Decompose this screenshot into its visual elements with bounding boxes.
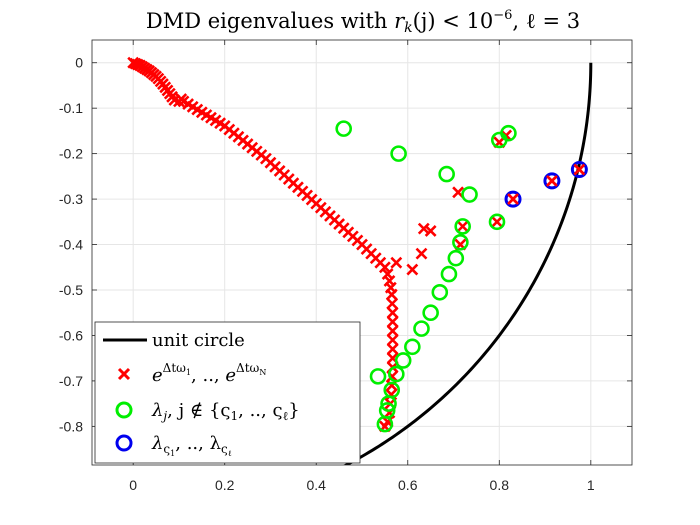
legend-blue-circle-swatch <box>115 434 133 452</box>
legend-box <box>94 321 361 464</box>
eigenvalue-cross-marker <box>385 288 398 301</box>
title-exp: −6 <box>493 8 512 23</box>
unit-circle-line <box>342 62 593 465</box>
eigenvalue-cross-marker <box>424 224 437 237</box>
lambda-j-circle-marker <box>335 120 352 137</box>
lambda-j-circle-marker <box>404 338 421 356</box>
lambda-j-circle-marker <box>440 265 458 283</box>
lambda-j-circle-marker <box>380 395 397 412</box>
lambda-j-circle-marker <box>461 186 478 203</box>
legend-label-exponentials: eΔtω1, .., eΔtωN <box>152 361 266 386</box>
x-tick-label: 0.4 <box>307 477 327 493</box>
y-tick-label: -0.8 <box>59 418 83 434</box>
eigenvalue-cross-marker <box>378 261 391 274</box>
eigenvalue-cross-marker <box>386 297 399 310</box>
x-tick-label: 0.8 <box>490 477 510 493</box>
eigenvalue-cross-marker <box>573 163 586 176</box>
eigenvalue-cross-marker <box>386 306 399 319</box>
y-tick-label: -0.6 <box>59 327 83 343</box>
data-layer <box>127 56 593 465</box>
legend: unit circle eΔtω1, .., eΔtωN λj, j ∉ {ς1… <box>94 321 361 464</box>
axes-box <box>91 39 633 466</box>
lambda-j-circle-marker <box>388 365 405 383</box>
lambda-varsigma-circle-marker <box>570 161 588 179</box>
title-prefix: DMD eigenvalues with <box>146 9 394 33</box>
x-tick-label: 0.2 <box>215 477 235 493</box>
eigenvalue-cross-marker <box>390 256 403 269</box>
legend-label-lambda-j: λj, j ∉ {ς1, .., ςℓ} <box>151 400 300 423</box>
lambda-j-circle-marker <box>369 368 387 385</box>
title-j-paren: (j) < 10 <box>413 9 494 33</box>
y-tick-label: -0.2 <box>59 146 83 162</box>
chart-title: DMD eigenvalues with rk(j) < 10−6, ℓ = 3 <box>146 8 580 36</box>
lambda-j-circle-marker <box>413 320 430 337</box>
y-tick-label: 0 <box>75 55 83 71</box>
legend-label-lambda-varsigma: λς1, .., λςℓ <box>151 433 232 458</box>
lambda-j-circle-marker <box>394 352 412 369</box>
lambda-varsigma-circle-marker <box>543 172 561 190</box>
lambda-j-circle-marker <box>431 283 449 301</box>
legend-cross-swatch <box>117 367 131 381</box>
y-tick-label: -0.3 <box>59 191 83 207</box>
lambda-j-circle-marker <box>422 304 439 322</box>
eigenvalue-cross-marker <box>386 315 399 328</box>
lambda-j-circle-marker <box>447 249 465 267</box>
y-tick-label: -0.7 <box>59 373 83 389</box>
legend-green-circle-swatch <box>115 401 133 419</box>
lambda-j-circle-marker <box>376 415 394 433</box>
eigenvalue-cross-marker <box>406 263 419 276</box>
title-r: r <box>394 9 406 33</box>
eigenvalue-cross-marker <box>456 220 469 233</box>
x-tick-label: 1 <box>587 477 595 493</box>
eigenvalue-cross-marker <box>417 222 430 235</box>
lambda-j-circle-marker <box>390 145 407 162</box>
eigenvalue-cross-marker <box>507 193 519 206</box>
y-tick-label: -0.4 <box>59 237 83 253</box>
y-tick-label: -0.5 <box>59 282 83 298</box>
tick-labels: 0 0.2 0.4 0.6 0.8 1 0 -0.1 -0.2 -0.3 -0.4 -0.5 -0.6 -… <box>59 55 595 493</box>
eigenvalue-cross-marker <box>415 247 428 260</box>
lambda-j-circle-marker <box>438 165 455 183</box>
eigenvalue-cross-marker <box>386 324 399 337</box>
eigenvalue-cross-marker <box>386 343 399 356</box>
eigenvalue-cross-marker <box>491 215 503 228</box>
x-tick-label: 0.6 <box>398 477 418 493</box>
x-tick-label: 0 <box>129 477 137 493</box>
lambda-j-circle-marker <box>452 233 469 251</box>
legend-label-unit-circle: unit circle <box>152 330 245 351</box>
title-ell: , ℓ = 3 <box>512 9 580 33</box>
lambda-j-circle-marker <box>454 218 471 235</box>
ticks <box>92 40 632 465</box>
lambda-j-circle-marker <box>500 124 517 142</box>
y-tick-label: -0.1 <box>59 100 83 116</box>
eigenvalue-cross-marker <box>386 334 399 346</box>
lambda-varsigma-circle-marker <box>504 190 522 208</box>
lambda-j-circle-marker <box>488 213 506 231</box>
eigenvalue-cross-marker <box>545 174 558 187</box>
title-k-sub: k <box>404 20 412 36</box>
